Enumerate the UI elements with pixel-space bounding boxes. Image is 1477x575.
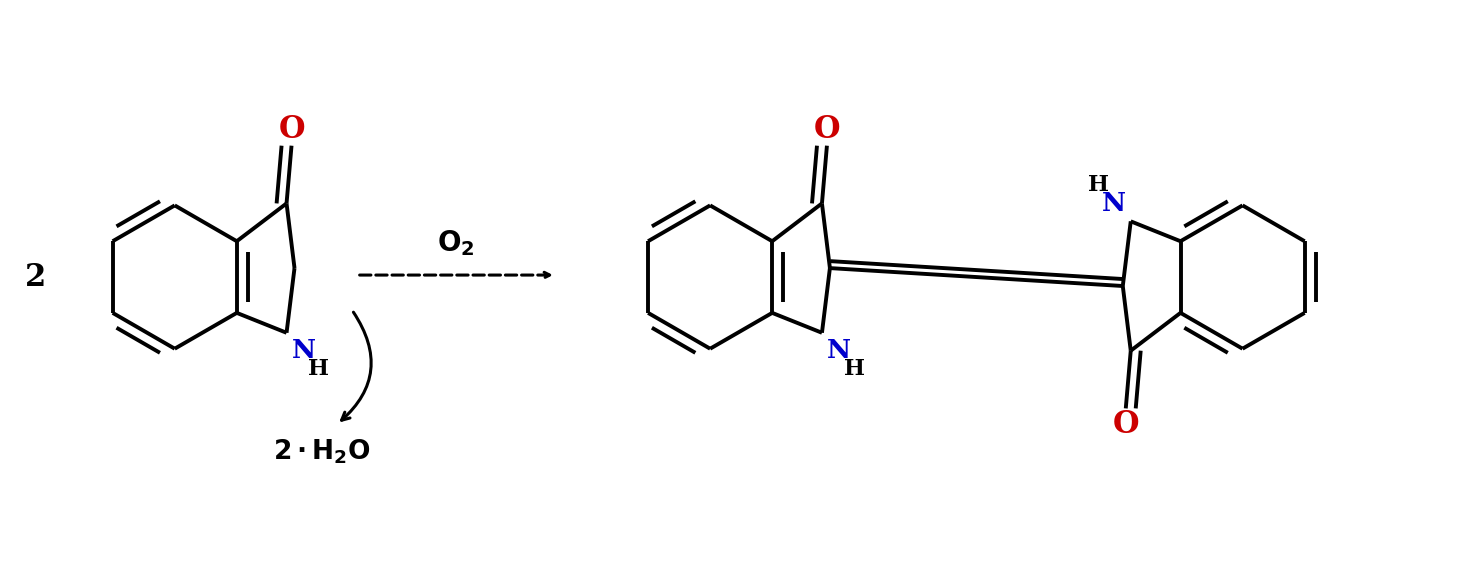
Text: O: O [278, 114, 304, 145]
Text: O: O [814, 114, 840, 145]
Text: $\mathbf{2 \cdot H_2O}$: $\mathbf{2 \cdot H_2O}$ [273, 438, 371, 466]
Text: N: N [291, 338, 316, 363]
Text: N: N [827, 338, 851, 363]
Text: $\mathbf{O_2}$: $\mathbf{O_2}$ [437, 228, 476, 258]
Text: H: H [1089, 174, 1109, 197]
Text: O: O [1112, 409, 1139, 440]
Text: N: N [1102, 191, 1125, 216]
Text: H: H [843, 358, 866, 380]
FancyArrowPatch shape [341, 312, 371, 420]
Text: H: H [309, 358, 329, 380]
Text: 2: 2 [25, 262, 46, 293]
